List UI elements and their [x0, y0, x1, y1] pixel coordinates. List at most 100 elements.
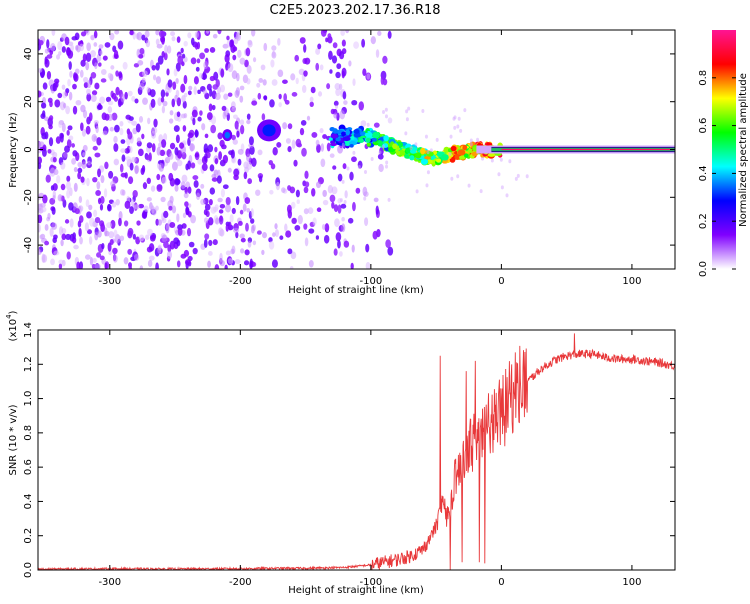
noise-cell [113, 135, 118, 143]
x-tick-label: -100 [360, 577, 383, 588]
colorbar-label: Normalized spectral amplitude [738, 73, 749, 227]
noise-cell [108, 231, 115, 239]
noise-cell [56, 54, 61, 60]
noise-cell [316, 143, 321, 153]
noise-cell [514, 176, 518, 181]
noise-cell [159, 149, 166, 157]
noise-cell [364, 170, 368, 175]
noise-cell [216, 175, 222, 184]
noise-cell [289, 265, 294, 269]
noise-cell [459, 128, 463, 133]
noise-cell [195, 192, 201, 201]
noise-cell [101, 243, 105, 250]
noise-cell [212, 33, 218, 39]
noise-cell [251, 261, 257, 267]
noise-cell [208, 199, 213, 206]
noise-cell [299, 127, 305, 136]
ridge-cell [404, 154, 410, 159]
noise-cell [197, 89, 201, 95]
noise-cell [463, 108, 467, 113]
noise-cell [204, 233, 210, 240]
noise-cell [225, 250, 232, 256]
noise-cell [194, 130, 199, 138]
noise-cell [208, 251, 213, 256]
noise-cell [86, 229, 93, 235]
noise-cell [98, 44, 104, 49]
noise-cell [131, 95, 136, 102]
noise-cell [237, 49, 242, 58]
noise-cell [73, 166, 78, 173]
noise-cell [42, 254, 48, 263]
noise-cell [96, 104, 103, 111]
ridge-cell [364, 132, 373, 138]
noise-cell [174, 94, 178, 102]
noise-cell [72, 105, 78, 115]
noise-cell [50, 258, 55, 266]
noise-cell [86, 42, 91, 52]
noise-cell [72, 83, 77, 90]
ridge-cell [487, 153, 496, 157]
noise-cell [141, 165, 146, 174]
noise-cell [201, 163, 208, 172]
noise-cell [88, 112, 93, 122]
noise-cell [38, 90, 42, 98]
noise-cell [127, 227, 134, 237]
noise-cell [98, 62, 102, 67]
noise-cell [164, 85, 171, 94]
noise-cell [365, 261, 371, 269]
ridge-cell [441, 154, 449, 161]
noise-cell [38, 68, 43, 73]
noise-cell [194, 31, 199, 39]
noise-cell [340, 30, 346, 37]
noise-cell [141, 77, 146, 84]
noise-cell [114, 30, 120, 35]
noise-cell [303, 223, 308, 230]
noise-cell [308, 228, 315, 234]
noise-cell [146, 177, 151, 185]
noise-cell [87, 160, 91, 166]
noise-cell [72, 232, 76, 240]
noise-cell [92, 257, 97, 263]
noise-cell [199, 52, 206, 60]
noise-cell [71, 143, 75, 148]
noise-cell [240, 248, 245, 254]
noise-cell [117, 40, 124, 50]
noise-cell [131, 156, 137, 163]
noise-cell [86, 88, 91, 95]
noise-cell [198, 72, 204, 79]
noise-cell [231, 207, 236, 215]
noise-cell [197, 116, 202, 122]
noise-cell [68, 91, 73, 101]
noise-cell [449, 134, 453, 139]
noise-cell [104, 262, 108, 269]
y-tick-label: 0.4 [23, 493, 34, 509]
noise-cell [309, 101, 314, 108]
noise-cell [124, 91, 128, 100]
colorbar-tick-label: 0.2 [698, 213, 709, 229]
noise-cell [207, 144, 214, 153]
noise-cell [166, 250, 173, 259]
noise-cell [278, 102, 282, 108]
noise-cell [203, 61, 209, 70]
noise-cell [134, 165, 139, 175]
noise-cell [284, 99, 290, 105]
noise-cell [348, 60, 352, 67]
noise-cell [215, 217, 220, 225]
noise-cell [45, 174, 51, 183]
noise-cell [276, 142, 282, 148]
ridge-cell [332, 128, 338, 134]
noise-cell [180, 83, 186, 93]
x-tick-label: 100 [622, 577, 641, 588]
noise-cell [351, 244, 355, 253]
y-tick-label: 0.0 [23, 562, 34, 578]
noise-cell [251, 100, 258, 106]
noise-cell [375, 49, 380, 58]
noise-cell [79, 43, 85, 52]
noise-cell [353, 41, 360, 49]
noise-cell [272, 147, 278, 156]
noise-cell [232, 46, 238, 52]
noise-cell [318, 91, 323, 97]
noise-cell [329, 153, 335, 158]
colorbar: 0.0 0.2 0.4 0.6 0.8 Normalized spectral ampl… [698, 30, 749, 277]
noise-cell [86, 211, 92, 219]
